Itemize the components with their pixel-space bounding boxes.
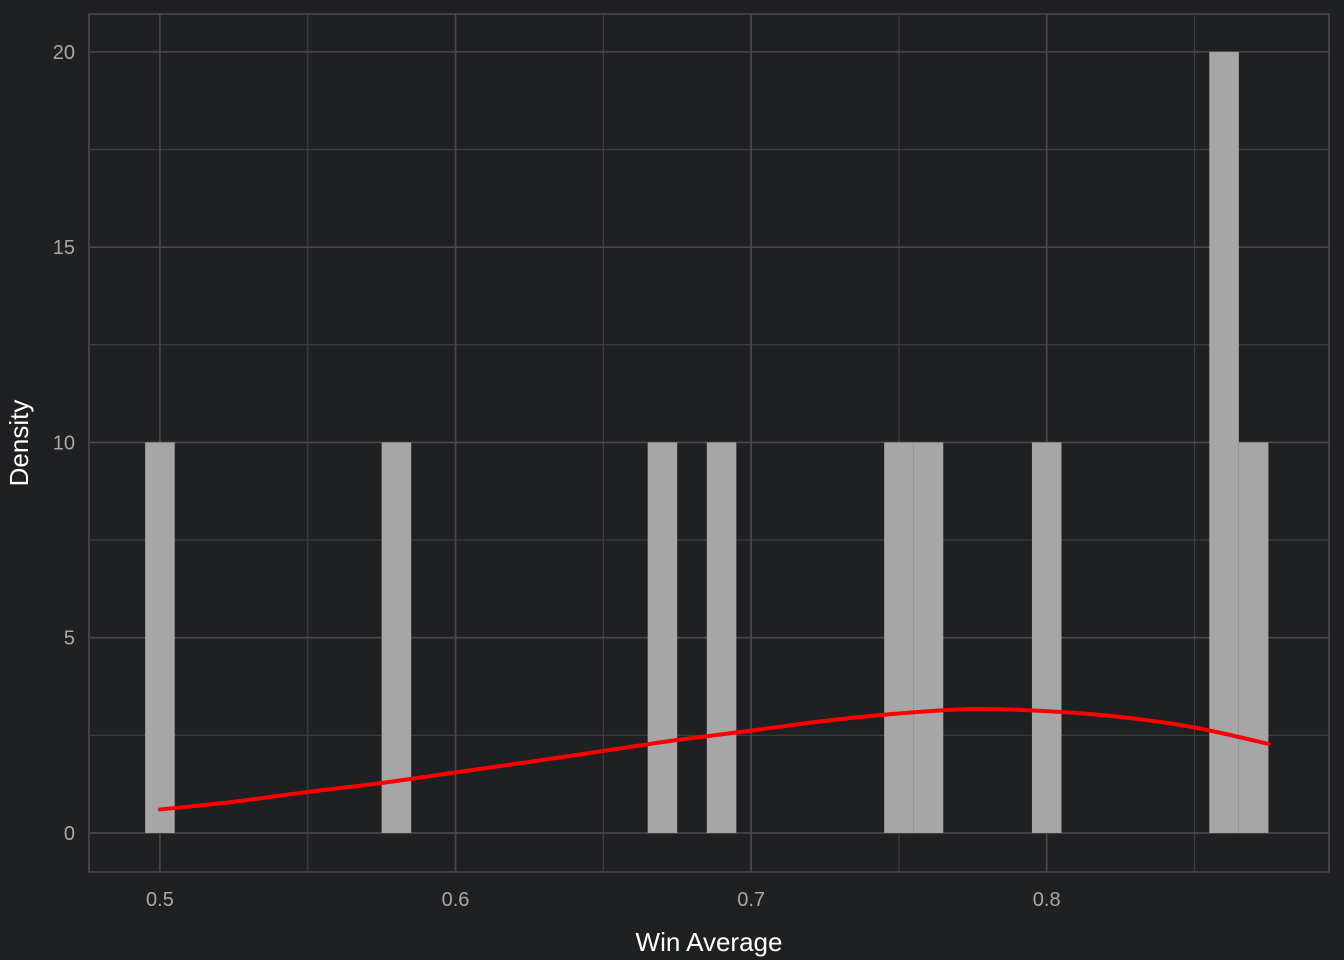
x-axis-title: Win Average	[636, 927, 783, 957]
histogram-bar	[1209, 51, 1239, 833]
y-tick-label: 15	[53, 237, 75, 259]
x-tick-label: 0.6	[442, 889, 470, 911]
x-tick-label: 0.7	[737, 889, 765, 911]
y-tick-label: 20	[53, 42, 75, 64]
density-curve	[157, 707, 1271, 812]
x-tick-label: 0.8	[1033, 889, 1061, 911]
histogram-bar	[706, 442, 737, 833]
histogram-bar	[647, 442, 678, 833]
x-axis-ticks: 0.5 0.6 0.7 0.8	[146, 889, 1061, 911]
histogram-bar	[145, 442, 175, 833]
x-tick-label: 0.5	[146, 889, 174, 911]
histogram-bar	[1031, 442, 1062, 833]
y-axis-title: Density	[4, 400, 34, 487]
histogram-bar	[1238, 442, 1269, 833]
histogram-bar	[381, 442, 412, 833]
grid-lines	[89, 14, 1329, 872]
histogram-bars	[145, 51, 1269, 833]
y-tick-label: 10	[53, 432, 75, 454]
histogram-bar	[913, 442, 944, 833]
y-tick-label: 5	[64, 628, 75, 650]
density-curve-layer	[157, 707, 1271, 812]
histogram-bar	[884, 442, 914, 833]
y-tick-label: 0	[64, 823, 75, 845]
y-axis-ticks: 0 5 10 15 20	[53, 42, 75, 845]
